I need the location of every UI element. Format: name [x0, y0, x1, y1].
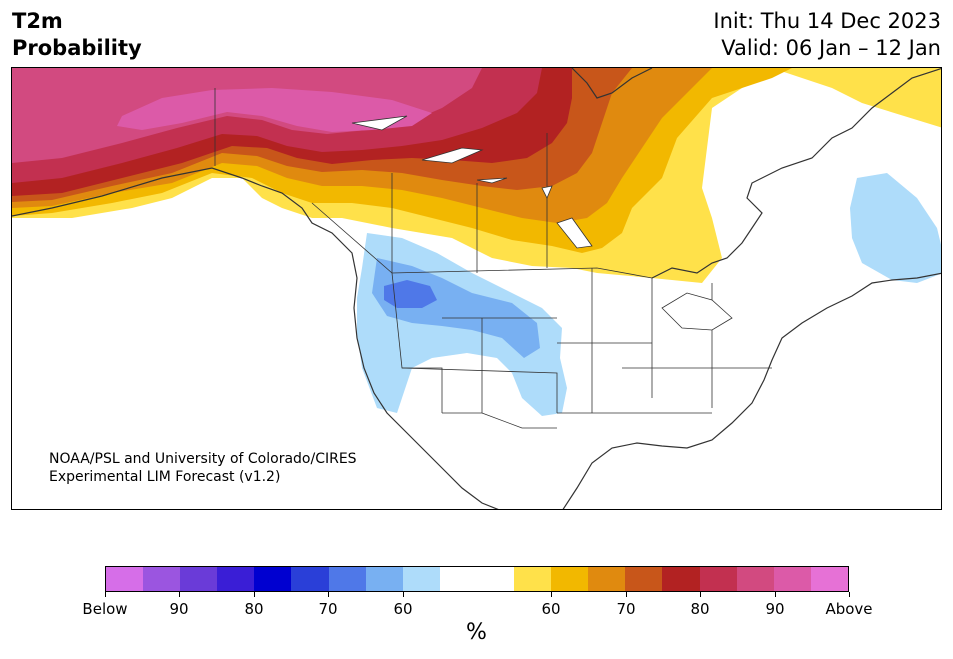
- colorbar-segment: [143, 567, 181, 591]
- colorbar-segment: [810, 567, 848, 591]
- region-below-65: [384, 280, 437, 308]
- colorbar-tick-label: 80: [244, 600, 264, 618]
- colorbar-segment: [217, 567, 255, 591]
- colorbar-tick-label: 80: [690, 600, 710, 618]
- title-quantity: Probability: [12, 36, 142, 60]
- colorbar-tick: [403, 592, 404, 597]
- great-lakes: [351, 115, 733, 331]
- colorbar-segment: [736, 567, 774, 591]
- init-date: Init: Thu 14 Dec 2023: [713, 9, 941, 33]
- colorbar-tick-label: 60: [541, 600, 561, 618]
- colorbar-tick-label: Above: [825, 600, 873, 618]
- colorbar-tick-label: 90: [169, 600, 189, 618]
- colorbar-segment: [106, 567, 144, 591]
- colorbar-segment: [773, 567, 811, 591]
- colorbar-tick: [775, 592, 776, 597]
- credit-line-1: NOAA/PSL and University of Colorado/CIRE…: [49, 451, 357, 467]
- map-title: T2m Probability: [12, 8, 142, 62]
- forecast-dates: Init: Thu 14 Dec 2023 Valid: 06 Jan – 12…: [713, 8, 941, 62]
- colorbar-tick-label: 70: [318, 600, 338, 618]
- colorbar-tick-label: 60: [393, 600, 413, 618]
- colorbar-tick: [849, 592, 850, 597]
- region-above-85: [12, 68, 482, 163]
- colorbar-tick: [254, 592, 255, 597]
- colorbar-tick: [700, 592, 701, 597]
- colorbar-tick-label: Below: [82, 600, 128, 618]
- colorbar-tick: [626, 592, 627, 597]
- colorbar-segment: [699, 567, 737, 591]
- colorbar-tick-label: 90: [765, 600, 785, 618]
- colorbar-segment: [291, 567, 329, 591]
- colorbar-tick-label: 70: [616, 600, 636, 618]
- colorbar-segment: [514, 567, 552, 591]
- colorbar-tick: [551, 592, 552, 597]
- colorbar-units: %: [466, 620, 487, 645]
- probability-colorbar: [105, 566, 849, 592]
- colorbar-segment: [439, 567, 477, 591]
- coastlines: [12, 68, 941, 509]
- colorbar-segment: [662, 567, 700, 591]
- political-borders: [214, 88, 772, 429]
- valid-dates: Valid: 06 Jan – 12 Jan: [721, 36, 941, 60]
- colorbar-tick: [105, 592, 106, 597]
- map-panel: [11, 67, 942, 510]
- colorbar-segment: [625, 567, 663, 591]
- region-above-90: [117, 88, 432, 132]
- region-below-55-east: [850, 173, 941, 283]
- colorbar-segment: [551, 567, 589, 591]
- colorbar-segment: [402, 567, 440, 591]
- credit-line-2: Experimental LIM Forecast (v1.2): [49, 469, 281, 485]
- forecast-credit: NOAA/PSL and University of Colorado/CIRE…: [49, 450, 357, 486]
- colorbar-segment: [476, 567, 515, 591]
- colorbar-segment: [254, 567, 292, 591]
- title-variable: T2m: [12, 9, 63, 33]
- north-america-map: [12, 68, 941, 509]
- colorbar-tick: [328, 592, 329, 597]
- colorbar-segment: [588, 567, 626, 591]
- colorbar-segment: [180, 567, 218, 591]
- colorbar-segment: [365, 567, 403, 591]
- colorbar-segment: [328, 567, 366, 591]
- colorbar-tick: [179, 592, 180, 597]
